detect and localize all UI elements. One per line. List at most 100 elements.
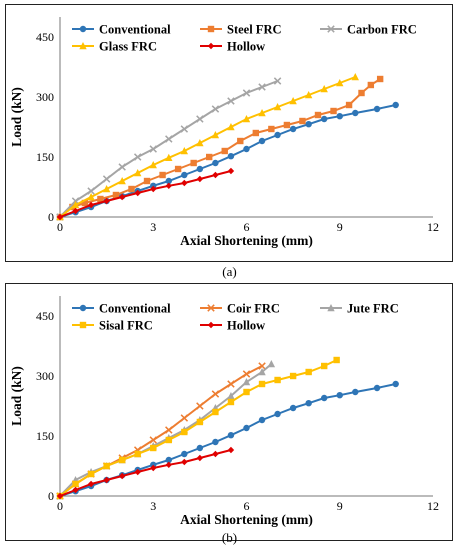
data-point [97,195,104,203]
series-carbon-frc [56,77,282,221]
x-axis-title: Axial Shortening (mm) [180,233,313,248]
x-tick-label: 6 [244,220,250,234]
data-point [258,83,266,91]
legend-label: Hollow [227,40,265,54]
data-point [299,117,306,125]
data-point [134,468,141,476]
data-point [196,454,204,462]
data-point [87,480,95,488]
data-point [150,444,157,452]
series-steel-frc [56,75,384,221]
data-point [211,390,220,398]
data-point [87,187,95,195]
series-glass-frc [56,73,359,221]
y-tick-label: 300 [36,90,54,104]
data-point [206,153,213,161]
data-point [227,432,235,439]
data-point [321,362,328,370]
legend-item: Steel FRC [200,23,282,37]
data-point [212,438,219,446]
data-point [150,185,157,193]
y-tick-label: 150 [36,150,54,164]
x-tick-label: 6 [244,499,250,513]
legend-label: Conventional [99,302,171,316]
data-point [227,392,235,400]
data-point [242,378,251,386]
legend-item: Hollow [200,319,265,333]
series-hollow [56,446,235,500]
data-point [165,153,173,161]
data-point [358,89,365,97]
data-point [305,400,312,407]
data-point [274,410,281,418]
data-point [274,376,281,384]
data-point [258,380,266,388]
data-point [211,105,220,113]
data-point [212,450,219,458]
legend-item: Glass FRC [72,40,157,54]
data-point [227,446,235,454]
data-point [118,472,126,480]
data-point [180,414,189,422]
data-point [258,416,266,424]
data-point [336,392,343,399]
legend-marker [207,321,215,329]
legend-label: Sisal FRC [99,319,153,333]
data-point [165,182,172,189]
legend-marker [79,304,87,312]
data-point [181,171,188,179]
data-point [351,73,359,81]
data-point [180,125,189,133]
y-tick-label: 0 [48,489,54,503]
data-point [336,79,344,87]
x-tick-label: 12 [427,220,439,234]
data-point [165,436,172,444]
data-point [181,428,188,436]
data-point [243,424,250,432]
y-tick-label: 0 [48,210,54,224]
data-point [258,368,266,376]
data-point [190,159,197,167]
data-point [56,492,64,500]
data-point [174,165,182,173]
data-point [258,137,266,145]
caption-b: (b) [221,530,238,545]
data-point [314,111,322,119]
data-point [134,169,142,177]
series-line [59,359,338,497]
data-point [392,380,399,388]
legend-label: Carbon FRC [347,23,417,37]
legend-label: Conventional [99,23,171,37]
data-point [289,97,297,105]
data-point [227,380,235,388]
data-point [165,135,173,143]
data-point [72,480,79,488]
data-point [181,179,188,187]
legend-marker [79,42,87,50]
data-point [367,81,375,89]
x-tick-label: 9 [337,499,343,513]
data-point [196,165,204,173]
data-point [180,147,189,155]
data-point [274,131,281,139]
data-point [196,115,204,123]
legend-label: Glass FRC [99,40,157,54]
data-point [373,384,381,392]
legend-item: Coir FRC [200,302,280,316]
series-line [59,449,232,497]
caption-a: (a) [222,264,237,279]
data-point [87,193,95,201]
legend-marker [207,42,215,50]
data-point [102,185,111,193]
legend-marker [327,25,335,33]
data-point [128,185,135,193]
series-hollow [56,167,235,221]
data-point [87,201,95,209]
data-point [289,125,297,133]
data-point [376,75,384,83]
data-point [149,145,157,153]
series-line [59,170,232,218]
data-point [304,91,313,99]
data-point [221,147,228,155]
data-point [181,458,188,466]
